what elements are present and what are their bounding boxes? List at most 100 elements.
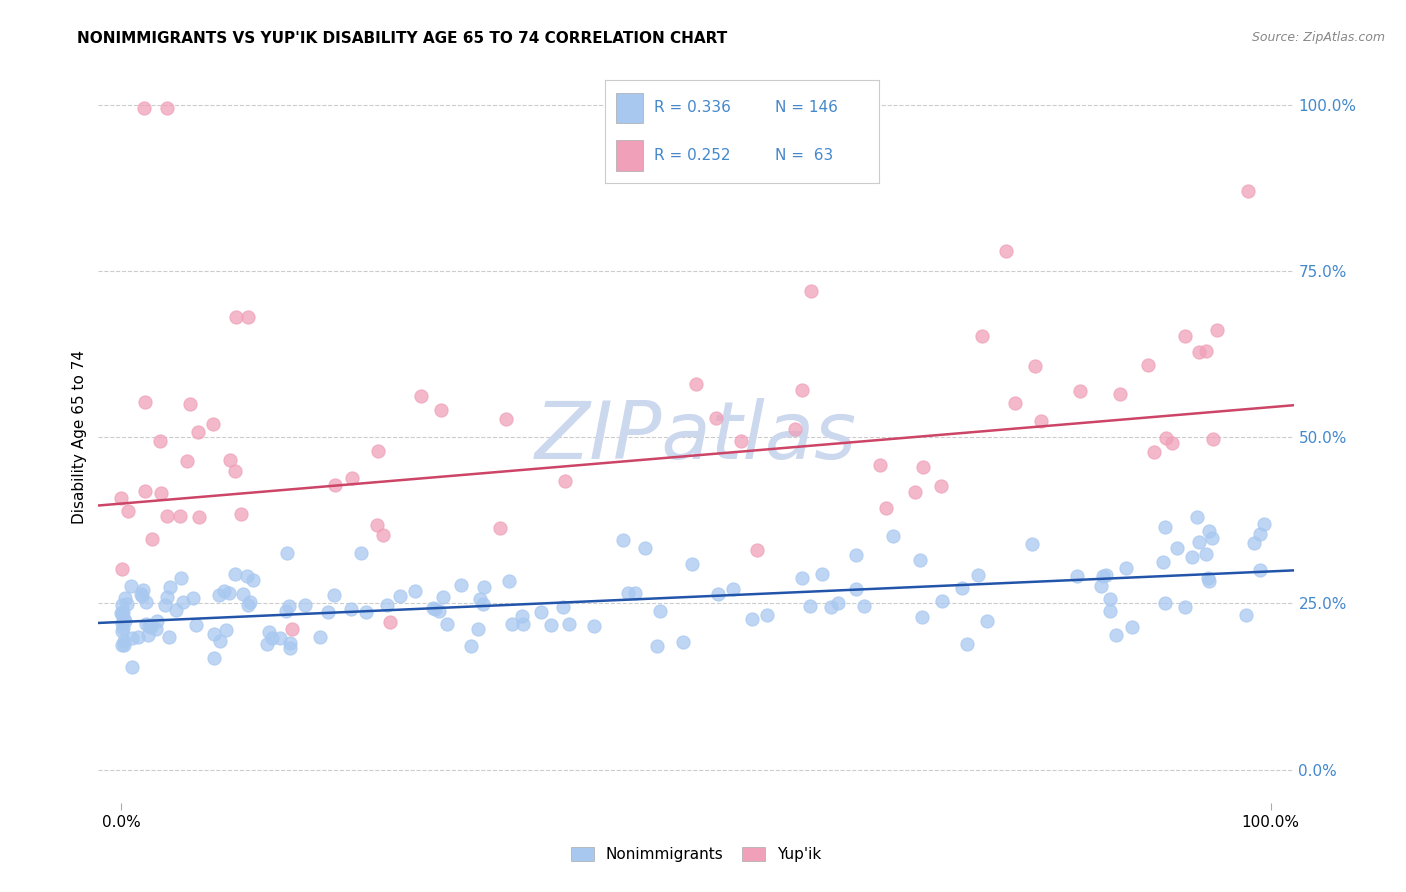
Point — [373, 528, 395, 542]
Point — [170, 571, 193, 585]
Point — [1198, 574, 1220, 588]
Point — [117, 503, 139, 517]
Point — [135, 595, 157, 609]
Point — [121, 659, 143, 673]
Point — [181, 591, 204, 605]
Point — [141, 532, 163, 546]
Point — [165, 603, 187, 617]
Point — [730, 434, 752, 449]
Point — [172, 595, 194, 609]
Point — [707, 587, 730, 601]
Point — [380, 615, 402, 629]
Point — [339, 602, 361, 616]
Point — [367, 444, 389, 458]
Point — [112, 638, 135, 652]
Point — [741, 612, 763, 626]
Point — [785, 422, 807, 436]
Point — [1195, 547, 1218, 561]
Y-axis label: Disability Age 65 to 74: Disability Age 65 to 74 — [72, 350, 87, 524]
Point — [229, 507, 252, 521]
Point — [931, 593, 953, 607]
Point — [672, 634, 695, 648]
Point — [1024, 359, 1046, 373]
Text: N =  63: N = 63 — [775, 148, 832, 162]
Text: ZIPatlas: ZIPatlas — [534, 398, 858, 476]
Text: Source: ZipAtlas.com: Source: ZipAtlas.com — [1251, 31, 1385, 45]
Point — [281, 622, 304, 636]
Point — [318, 605, 340, 619]
Point — [186, 617, 208, 632]
Point — [111, 562, 134, 576]
Point — [169, 508, 191, 523]
Point — [187, 510, 209, 524]
Point — [215, 624, 238, 638]
Point — [790, 383, 813, 397]
Point — [132, 583, 155, 598]
Point — [869, 458, 891, 473]
Point — [112, 605, 135, 619]
Point — [208, 588, 231, 602]
Point — [1174, 328, 1197, 343]
Point — [388, 589, 411, 603]
Point — [427, 604, 450, 618]
Point — [471, 597, 494, 611]
Point — [612, 533, 634, 547]
Point — [259, 624, 281, 639]
Point — [1095, 568, 1118, 582]
Point — [554, 475, 576, 489]
Point — [375, 598, 398, 612]
Point — [685, 376, 707, 391]
Point — [225, 310, 247, 325]
Point — [1187, 510, 1209, 524]
Point — [583, 619, 606, 633]
Point — [704, 410, 727, 425]
Point — [269, 631, 291, 645]
Point — [366, 517, 388, 532]
Point — [929, 479, 952, 493]
FancyBboxPatch shape — [616, 140, 643, 170]
Point — [409, 389, 432, 403]
Point — [322, 588, 344, 602]
Point — [111, 607, 134, 621]
Point — [114, 591, 136, 605]
Point — [624, 585, 647, 599]
Point — [875, 501, 897, 516]
Point — [202, 626, 225, 640]
Point — [224, 567, 246, 582]
Point — [1249, 563, 1271, 577]
Point — [179, 397, 201, 411]
Point — [1004, 396, 1026, 410]
Point — [202, 417, 225, 431]
Point — [910, 609, 932, 624]
Point — [1137, 358, 1160, 372]
Point — [146, 614, 169, 628]
Point — [1021, 537, 1043, 551]
Point — [110, 491, 132, 505]
Point — [432, 590, 454, 604]
Point — [820, 599, 842, 614]
Point — [356, 605, 378, 619]
Point — [747, 543, 769, 558]
Point — [810, 566, 832, 581]
Point — [159, 581, 181, 595]
Point — [156, 101, 179, 115]
Point — [150, 486, 173, 500]
Point — [278, 599, 301, 613]
Point — [120, 579, 142, 593]
Point — [340, 471, 363, 485]
Point — [634, 541, 657, 555]
Point — [134, 394, 156, 409]
Point — [1143, 445, 1166, 459]
Point — [1234, 608, 1257, 623]
Point — [558, 616, 581, 631]
Point — [1253, 516, 1275, 531]
Point — [276, 547, 298, 561]
Point — [136, 627, 159, 641]
Point — [1205, 323, 1227, 337]
Point — [134, 483, 156, 498]
Point — [276, 604, 298, 618]
Point — [176, 454, 198, 468]
Point — [1195, 344, 1218, 359]
Point — [488, 521, 510, 535]
Point — [232, 586, 254, 600]
